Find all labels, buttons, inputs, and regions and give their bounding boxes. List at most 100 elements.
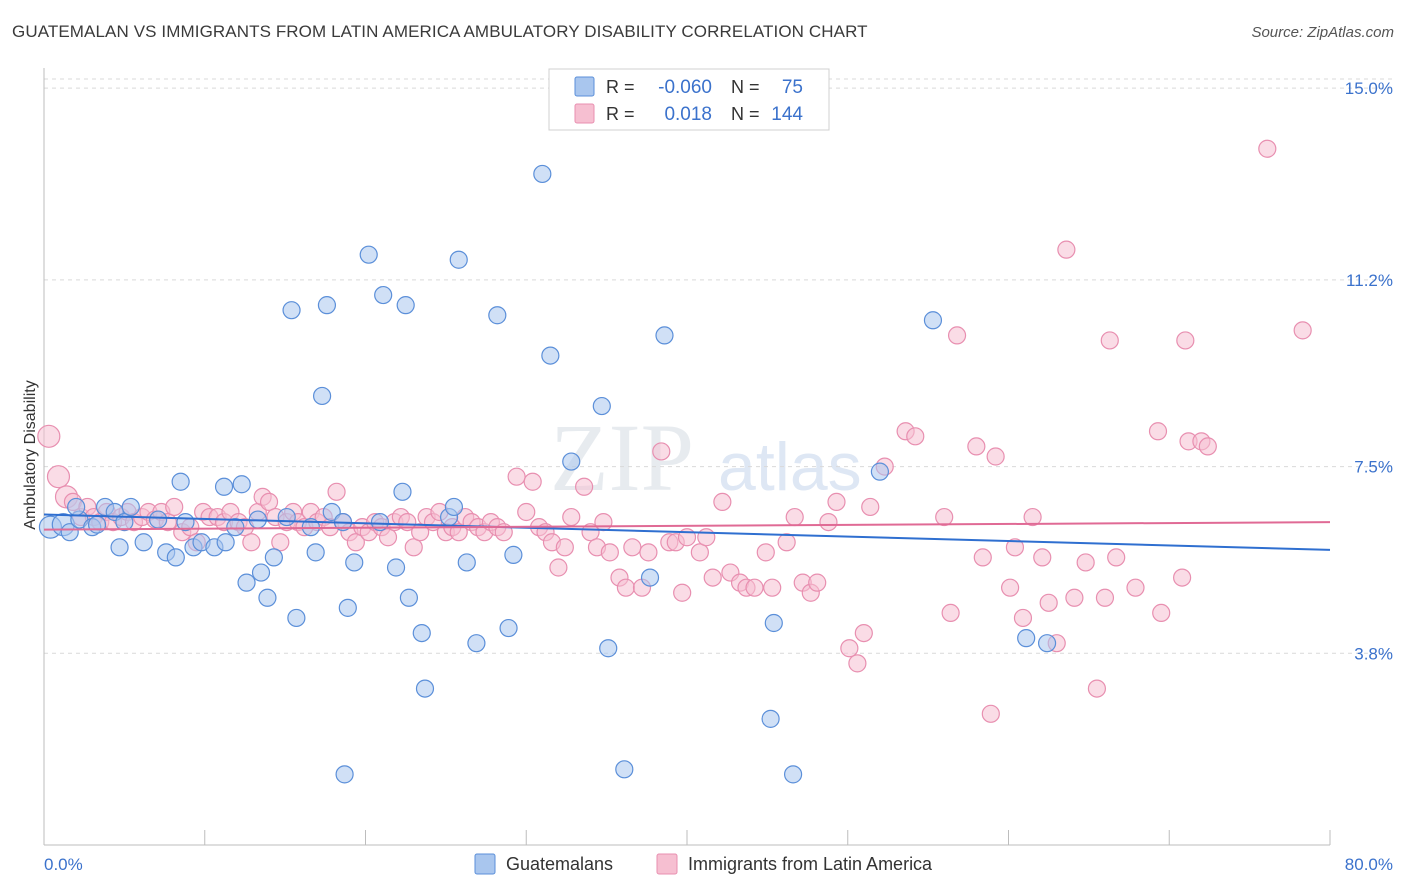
- y-tick-label: 15.0%: [1345, 79, 1393, 98]
- immigrants-point-72: [523, 472, 542, 491]
- y-tick-labels: 3.8% 7.5% 11.2% 15.0%: [1345, 79, 1393, 663]
- immigrants-point-77: [555, 538, 574, 557]
- guatemalans-point-29: [264, 548, 283, 567]
- guatemalans-point-72: [1017, 629, 1036, 648]
- guatemalans-point-28: [258, 588, 277, 607]
- immigrants-point-113: [854, 623, 873, 643]
- immigrants-point-133: [1087, 679, 1107, 698]
- guatemalans-point-27: [251, 563, 271, 582]
- guatemalans-point-12: [110, 538, 129, 557]
- guatemalans-point-55: [467, 634, 486, 653]
- guatemalans-point-53: [449, 250, 468, 269]
- immigrants-point-78: [562, 507, 581, 527]
- legend-n-value-2: 144: [771, 104, 803, 125]
- guatemalans-point-15: [166, 548, 185, 567]
- guatemalans-point-25: [237, 573, 256, 592]
- source-note: Source: ZipAtlas.com: [1251, 24, 1394, 41]
- trend-line-guatemalans: [43, 513, 1331, 551]
- immigrants-point-120: [947, 326, 967, 345]
- immigrants-point-55: [404, 538, 423, 557]
- guatemalans-point-63: [599, 639, 618, 658]
- immigrants-point-96: [703, 568, 722, 587]
- immigrants-point-94: [690, 543, 709, 562]
- immigrants-point-32: [259, 492, 279, 512]
- guatemalans-point-49: [412, 623, 431, 643]
- immigrants-point-139: [1173, 568, 1192, 587]
- series-guatemalans-points: [38, 164, 1057, 784]
- immigrants-point-86: [623, 538, 642, 557]
- immigrants-point-0: [37, 424, 61, 448]
- immigrants-point-85: [616, 578, 636, 597]
- guatemalans-point-65: [640, 568, 660, 587]
- immigrants-point-135: [1107, 548, 1126, 567]
- guatemalans-point-23: [214, 477, 234, 496]
- guatemalans-point-13: [149, 510, 168, 529]
- immigrants-point-54: [398, 512, 417, 532]
- legend-r-value-1: -0.060: [658, 77, 712, 98]
- legend-r-label-1: R =: [606, 77, 635, 97]
- x-tick-label-max: 80.0%: [1345, 855, 1393, 874]
- immigrants-point-102: [756, 543, 775, 562]
- immigrants-point-131: [1065, 588, 1084, 607]
- guatemalans-point-9: [121, 497, 140, 517]
- guatemalans-point-71: [923, 311, 943, 330]
- gridlines: [44, 78, 1392, 654]
- y-axis-title: Ambulatory Disability: [22, 380, 39, 529]
- immigrants-point-125: [1005, 538, 1025, 557]
- legend-item-guatemalans-swatch: [474, 853, 496, 875]
- guatemalans-point-36: [317, 296, 337, 315]
- guatemalans-point-60: [541, 346, 560, 365]
- immigrants-point-147: [1039, 593, 1058, 612]
- immigrants-point-130: [1057, 240, 1076, 259]
- legend-item-immigrants: Immigrants from Latin America: [688, 854, 933, 874]
- guatemalans-point-35: [312, 386, 332, 406]
- guatemalans-point-48: [399, 588, 419, 607]
- guatemalans-point-69: [783, 765, 803, 784]
- guatemalans-point-58: [504, 545, 523, 564]
- guatemalans-point-11: [67, 497, 86, 517]
- guatemalans-point-62: [592, 396, 611, 416]
- guatemalans-point-40: [338, 598, 357, 617]
- immigrants-point-92: [673, 583, 692, 602]
- immigrants-point-136: [1126, 578, 1145, 597]
- guatemalans-point-21: [216, 533, 235, 552]
- immigrants-point-132: [1076, 553, 1095, 572]
- immigrants-point-146: [1001, 578, 1020, 597]
- guatemalans-point-56: [488, 306, 507, 325]
- legend-item-immigrants-swatch: [656, 853, 678, 875]
- guatemalans-point-61: [562, 452, 581, 471]
- guatemalans-point-42: [359, 245, 378, 264]
- guatemalans-point-46: [393, 482, 412, 501]
- guatemalans-point-64: [615, 760, 634, 779]
- y-tick-label: 7.5%: [1354, 458, 1393, 477]
- immigrants-point-118: [935, 507, 954, 527]
- legend-n-label-2: N =: [731, 104, 760, 124]
- guatemalans-point-5: [87, 515, 107, 534]
- watermark: ZIP atlas: [550, 404, 862, 511]
- immigrants-point-34: [271, 533, 290, 552]
- guatemalans-point-50: [415, 679, 435, 698]
- guatemalans-point-47: [396, 296, 415, 315]
- immigrants-point-18: [165, 497, 184, 517]
- series-legend: Guatemalans Immigrants from Latin Americ…: [474, 853, 933, 875]
- immigrants-point-109: [819, 512, 838, 532]
- immigrants-point-122: [973, 548, 992, 567]
- chart-title: GUATEMALAN VS IMMIGRANTS FROM LATIN AMER…: [12, 22, 868, 41]
- immigrants-point-119: [941, 603, 960, 623]
- immigrants-point-110: [827, 492, 846, 512]
- guatemalans-point-70: [870, 462, 890, 481]
- immigrants-point-138: [1152, 603, 1171, 623]
- guatemalans-point-54: [457, 553, 476, 572]
- immigrants-point-103: [763, 578, 782, 597]
- trend-line-immigrants: [43, 521, 1331, 531]
- x-tick-label-min: 0.0%: [44, 855, 83, 874]
- guatemalans-point-37: [322, 502, 341, 522]
- immigrants-point-140: [1176, 331, 1195, 350]
- immigrants-point-126: [1013, 608, 1033, 628]
- immigrants-point-112: [848, 654, 867, 673]
- immigrants-point-144: [1258, 139, 1277, 158]
- guatemalans-point-57: [499, 618, 518, 638]
- guatemalans-point-59: [533, 164, 552, 184]
- immigrants-point-97: [713, 492, 732, 512]
- immigrants-point-71: [517, 502, 536, 522]
